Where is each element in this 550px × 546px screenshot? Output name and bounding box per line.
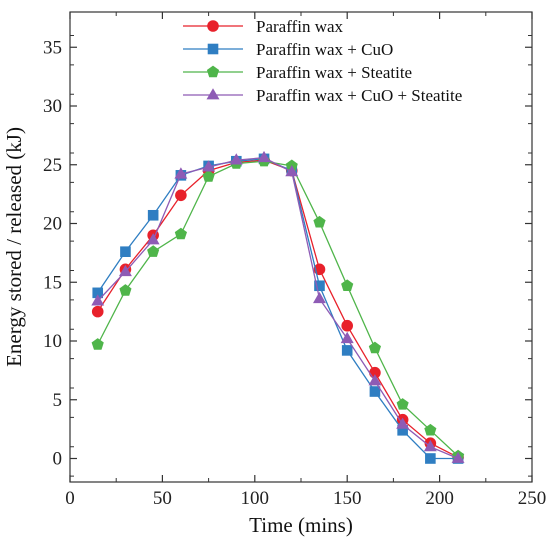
series-line: [97, 157, 459, 460]
legend: Paraffin wax Paraffin wax + CuO Paraffin w…: [183, 17, 462, 105]
legend-marker: [206, 65, 220, 78]
legend-marker: [206, 88, 220, 100]
legend-item: Paraffin wax: [183, 17, 344, 36]
data-point: [174, 167, 188, 179]
legend-item: Paraffin wax + Steatite: [183, 63, 412, 82]
legend-label: Paraffin wax + Steatite: [256, 63, 412, 82]
legend-marker: [207, 20, 219, 32]
legend-label: Paraffin wax + CuO + Steatite: [256, 86, 462, 105]
data-point: [341, 279, 354, 291]
data-point: [397, 425, 408, 436]
data-point: [257, 150, 271, 163]
series-line: [97, 160, 459, 457]
series-line: [97, 158, 459, 460]
x-tick-label: 50: [153, 488, 172, 509]
data-point: [147, 209, 159, 221]
y-tick-label: 5: [53, 390, 63, 411]
y-tick-label: 30: [43, 96, 62, 117]
data-point: [340, 331, 354, 344]
y-tick-label: 15: [43, 272, 62, 293]
x-tick-label: 0: [65, 488, 75, 509]
data-point: [285, 165, 299, 177]
data-point: [146, 233, 160, 245]
data-point: [202, 170, 215, 182]
data-point: [175, 189, 187, 202]
data-point: [229, 153, 243, 165]
x-tick-label: 150: [333, 488, 362, 509]
series-1: [91, 154, 464, 464]
y-tick-label: 20: [43, 214, 62, 235]
x-tick-label: 100: [241, 488, 270, 509]
legend-item: Paraffin wax + CuO + Steatite: [183, 86, 462, 105]
x-axis-title: Time (mins): [249, 513, 353, 537]
data-point: [423, 439, 437, 452]
series-layer: [91, 150, 465, 464]
data-point: [147, 245, 160, 257]
data-point: [313, 291, 326, 304]
x-tick-label: 200: [425, 488, 454, 509]
axis-ticks: 0 50 100 150 200 250 0 5 10 15 20 25 30 35: [43, 12, 546, 509]
data-point: [368, 374, 382, 386]
data-point: [341, 319, 354, 332]
y-tick-label: 10: [43, 331, 62, 352]
data-point: [174, 227, 187, 240]
data-point: [202, 160, 216, 172]
legend-item: Paraffin wax + CuO: [183, 40, 393, 59]
series-4: [91, 150, 465, 463]
data-point: [313, 215, 326, 228]
y-tick-label: 25: [43, 155, 62, 176]
legend-label: Paraffin wax: [256, 17, 344, 36]
data-point: [120, 246, 131, 257]
plot-frame: [69, 11, 533, 483]
data-point: [425, 453, 436, 464]
legend-label: Paraffin wax + CuO: [256, 40, 393, 59]
data-point: [119, 264, 132, 277]
data-point: [91, 294, 105, 306]
data-point: [424, 423, 437, 436]
data-point: [91, 305, 104, 318]
y-tick-label: 0: [53, 449, 63, 470]
data-point: [92, 287, 104, 299]
data-point: [396, 417, 410, 429]
y-tick-label: 35: [43, 37, 62, 58]
data-point: [91, 338, 104, 350]
x-tick-label: 250: [518, 488, 547, 509]
data-point: [451, 451, 465, 463]
data-point: [396, 398, 409, 410]
data-point: [368, 341, 381, 354]
data-point: [314, 280, 325, 292]
data-point: [369, 386, 381, 397]
legend-marker: [207, 43, 219, 55]
data-point: [341, 345, 353, 356]
data-point: [119, 284, 132, 296]
series-3: [91, 154, 465, 462]
y-axis-title: Energy stored / released (kJ): [2, 127, 26, 367]
series-line: [97, 159, 459, 458]
